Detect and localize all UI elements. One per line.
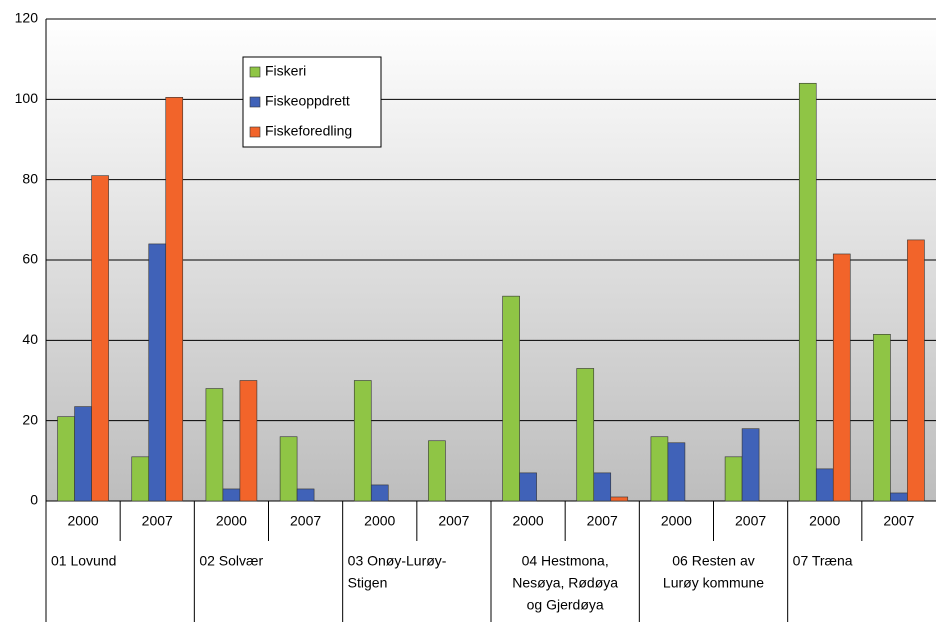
x-tick-label: 2000 [68, 513, 99, 529]
bar [907, 239, 925, 502]
bar [741, 428, 760, 502]
x-tick-label: 2007 [735, 513, 766, 529]
legend-box [242, 56, 382, 148]
y-tick-label: 120 [15, 10, 39, 26]
bar [239, 380, 258, 502]
bar [890, 492, 908, 502]
group-label: 02 Solvær [199, 553, 263, 569]
group-label: Stigen [348, 575, 388, 591]
y-tick-label: 0 [30, 492, 38, 508]
group-label: og Gjerdøya [527, 597, 604, 613]
group-label: 03 Onøy-Lurøy- [348, 553, 447, 569]
bar [798, 82, 817, 502]
group-label: 07 Træna [793, 553, 853, 569]
bar [131, 456, 150, 502]
bar [502, 295, 520, 502]
bar [353, 380, 372, 502]
group-label: 04 Hestmona, [522, 553, 609, 569]
y-tick-label: 20 [22, 411, 38, 427]
x-tick-label: 2000 [809, 513, 840, 529]
bar [279, 436, 298, 502]
group-label: Nesøya, Rødøya [512, 575, 618, 591]
group-label: Lurøy kommune [663, 575, 764, 591]
bar [428, 440, 446, 502]
bar [667, 442, 686, 502]
bar [296, 488, 315, 502]
bar [650, 436, 669, 502]
x-tick-label: 2000 [364, 513, 395, 529]
x-tick-label: 2000 [513, 513, 544, 529]
legend-label: Fiskeri [265, 63, 306, 79]
bar [724, 456, 743, 502]
bar [205, 388, 224, 502]
bar [370, 484, 389, 502]
bar [222, 488, 241, 502]
bar [91, 175, 109, 502]
legend-swatch [249, 126, 261, 138]
y-tick-label: 100 [15, 90, 39, 106]
group-label: 06 Resten av [672, 553, 755, 569]
x-tick-label: 2007 [438, 513, 469, 529]
legend-label: Fiskeforedling [265, 123, 352, 139]
y-tick-label: 80 [22, 170, 38, 186]
bar [873, 334, 891, 502]
y-tick-label: 60 [22, 251, 38, 267]
x-tick-label: 2007 [883, 513, 914, 529]
bar [74, 406, 92, 502]
bar [593, 472, 612, 502]
x-tick-label: 2007 [587, 513, 618, 529]
bar [519, 472, 537, 502]
legend-swatch [249, 96, 261, 108]
bar [815, 468, 834, 502]
bar [165, 97, 184, 502]
bar [148, 243, 167, 502]
bar [610, 496, 629, 502]
x-tick-label: 2007 [290, 513, 321, 529]
x-tick-label: 2007 [142, 513, 173, 529]
bar [57, 416, 75, 502]
x-tick-label: 2000 [216, 513, 247, 529]
group-label: 01 Lovund [51, 553, 116, 569]
x-tick-label: 2000 [661, 513, 692, 529]
bar [832, 253, 851, 502]
y-tick-label: 40 [22, 331, 38, 347]
bar [576, 368, 595, 502]
legend-label: Fiskeoppdrett [265, 93, 350, 109]
legend-swatch [249, 66, 261, 78]
